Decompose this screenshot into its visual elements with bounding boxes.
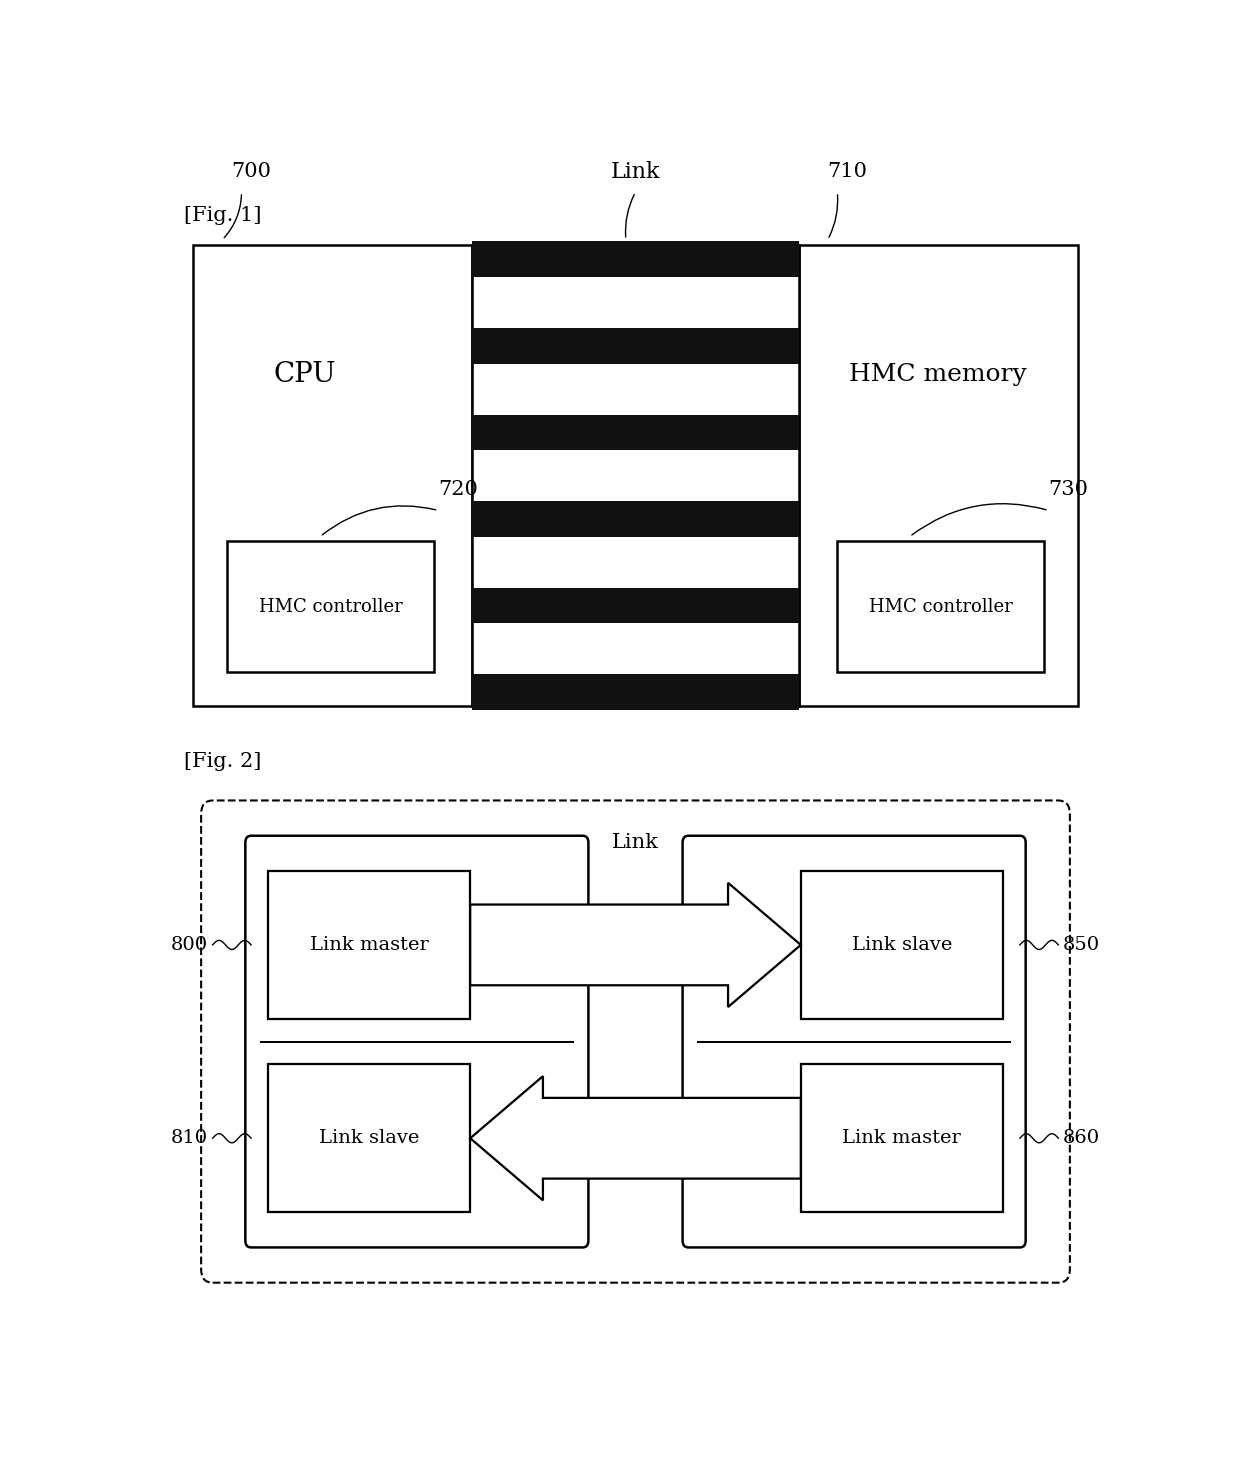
Bar (472, 588, 799, 623)
Text: Link master: Link master (842, 1130, 961, 1148)
Polygon shape (470, 883, 801, 1007)
Text: 810: 810 (171, 1130, 208, 1148)
Bar (472, 328, 799, 363)
FancyBboxPatch shape (246, 836, 589, 1248)
Text: [Fig. 2]: [Fig. 2] (184, 752, 262, 771)
Bar (801, 871, 1003, 1019)
FancyBboxPatch shape (201, 801, 1070, 1282)
Text: 800: 800 (171, 936, 208, 954)
Bar (472, 245, 799, 706)
Text: 720: 720 (439, 480, 479, 499)
Text: 700: 700 (231, 162, 272, 182)
Bar (799, 245, 1078, 706)
Bar (268, 871, 470, 1019)
Text: HMC controller: HMC controller (869, 598, 1013, 616)
Text: 860: 860 (1063, 1130, 1100, 1148)
Polygon shape (470, 1077, 801, 1201)
Bar (837, 541, 1044, 672)
Bar (268, 1065, 470, 1213)
FancyBboxPatch shape (682, 836, 1025, 1248)
Text: CPU: CPU (274, 360, 336, 388)
Text: 710: 710 (827, 162, 867, 182)
Text: HMC controller: HMC controller (258, 598, 402, 616)
Text: Link master: Link master (310, 936, 429, 954)
Bar (227, 541, 434, 672)
Text: [Fig. 1]: [Fig. 1] (184, 205, 262, 225)
Text: Upstream: Upstream (626, 1130, 717, 1148)
Text: 850: 850 (1063, 936, 1100, 954)
Bar (801, 1065, 1003, 1213)
Text: Link slave: Link slave (319, 1130, 419, 1148)
Text: Link: Link (611, 161, 660, 183)
Text: HMC memory: HMC memory (849, 363, 1027, 385)
Bar (472, 675, 799, 710)
Bar (472, 242, 799, 278)
Text: Link slave: Link slave (852, 936, 952, 954)
Bar (193, 245, 472, 706)
Text: Link: Link (613, 833, 658, 852)
Bar (472, 415, 799, 450)
Bar (472, 501, 799, 536)
Text: Downstream: Downstream (542, 936, 657, 954)
Text: 730: 730 (1049, 480, 1089, 499)
